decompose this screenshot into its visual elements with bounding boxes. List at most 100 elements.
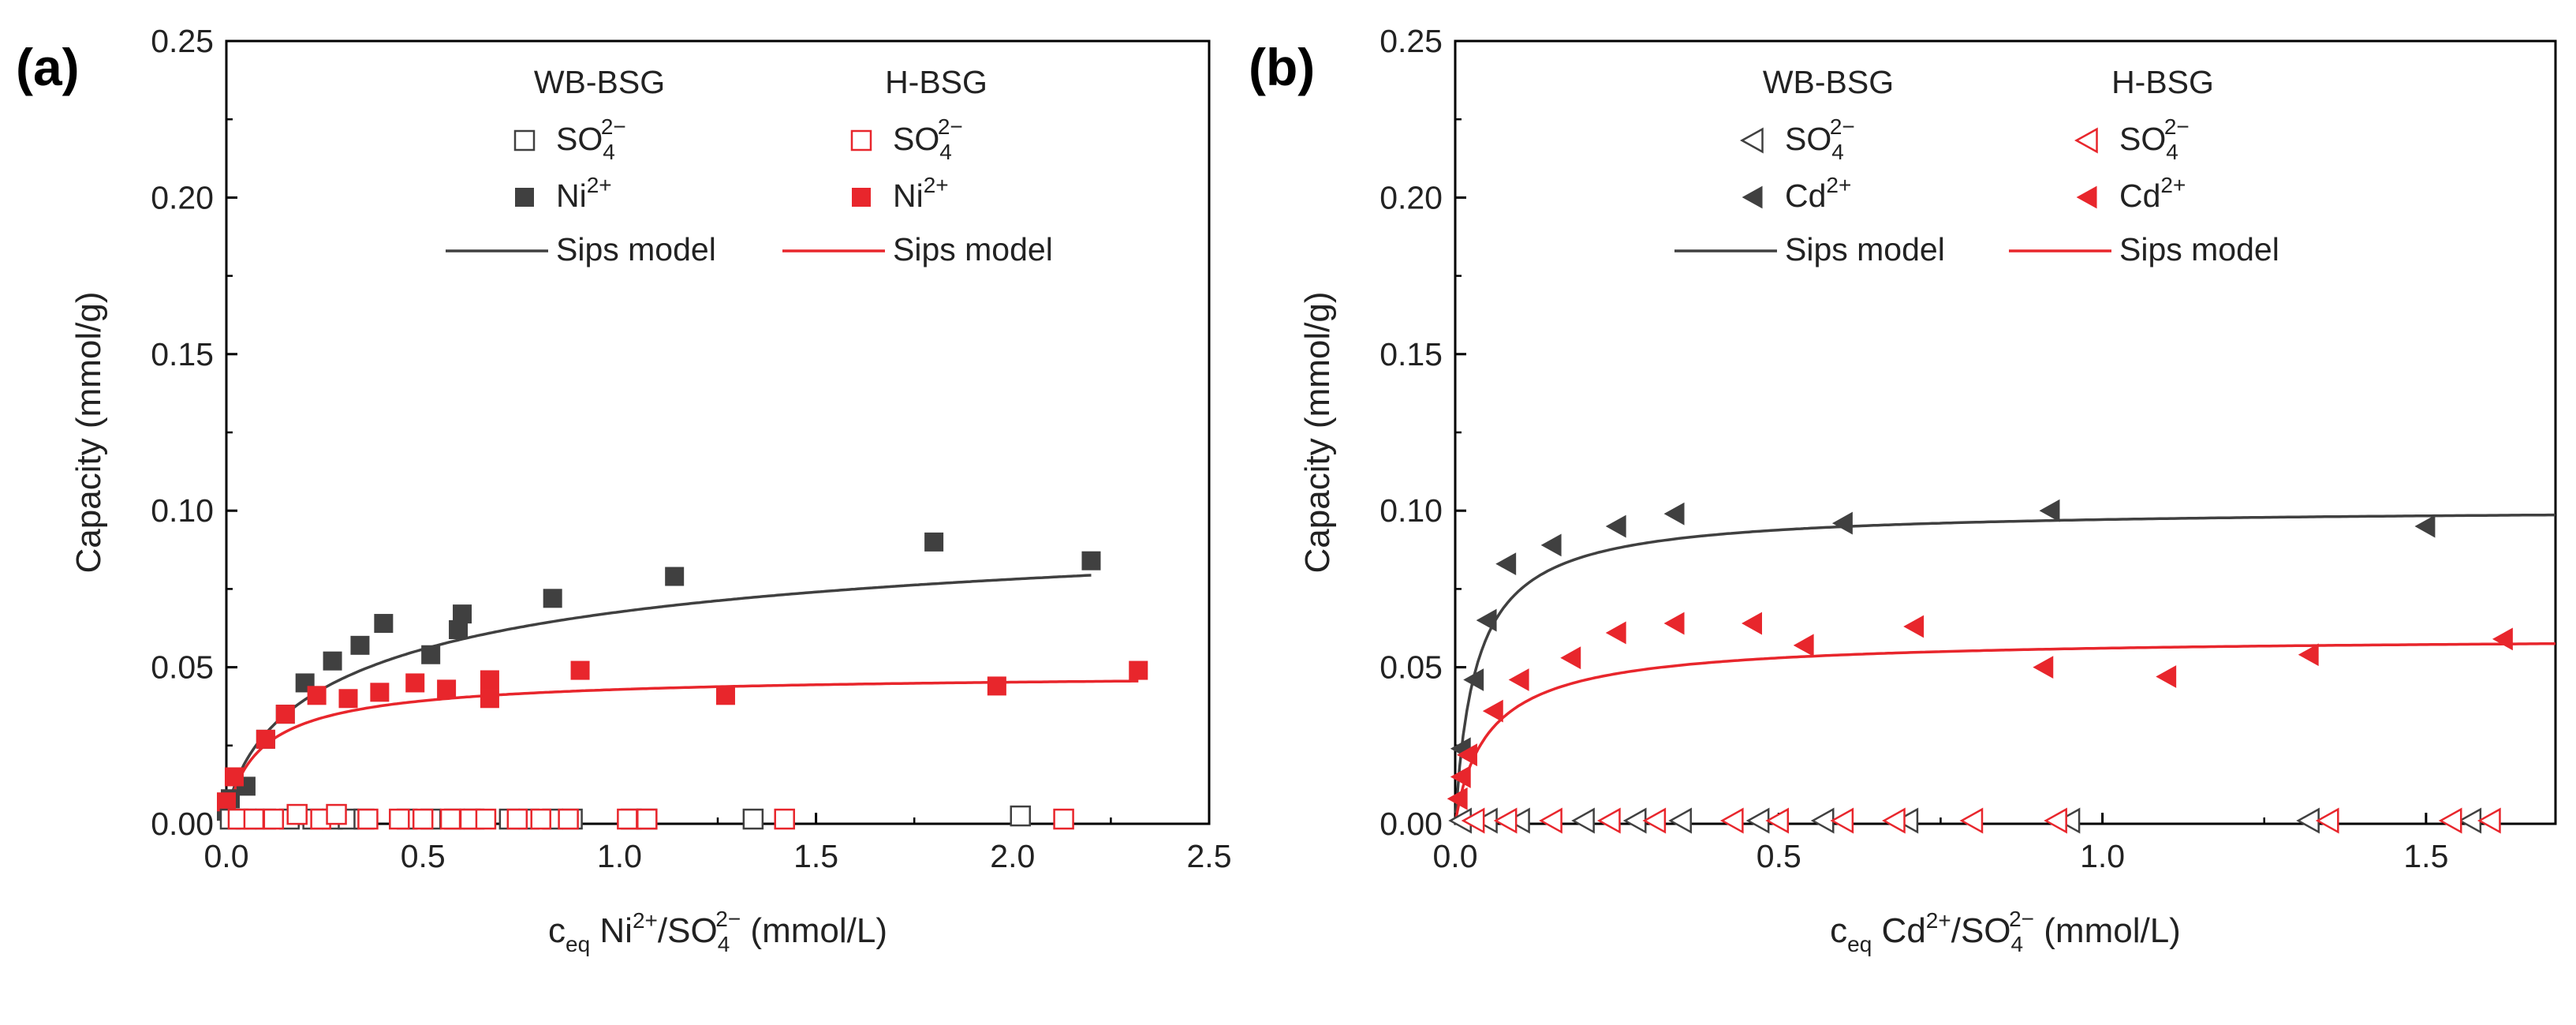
data-point [558, 808, 579, 830]
data-point [256, 729, 275, 749]
data-point [2414, 514, 2436, 538]
data-point [1129, 660, 1148, 680]
legend-marker-cation [1742, 185, 1763, 209]
legend-anion-sub: 4 [603, 140, 615, 164]
legend-marker-anion [1740, 127, 1764, 154]
y-tick-label: 0.15 [1379, 336, 1443, 372]
data-point [370, 683, 390, 702]
sips-fit-line [1454, 642, 2556, 820]
data-point [2492, 627, 2513, 651]
data-point [1745, 807, 1770, 834]
data-point [1742, 612, 1762, 635]
data-point [715, 686, 735, 705]
data-point [1596, 807, 1621, 834]
legend-label-cation: Cd2+ [2119, 173, 2186, 214]
data-point [1830, 807, 1854, 834]
data-point [1447, 787, 1468, 810]
sips-fit-line [225, 679, 1139, 821]
series-wb-bsg-cd2- [1450, 499, 2436, 761]
data-point [2315, 807, 2339, 834]
data-point [1663, 502, 1685, 526]
x-axis-title-part: c [548, 911, 566, 950]
data-point [543, 589, 562, 608]
x-axis-title-sub: eq [566, 932, 590, 956]
data-point [224, 767, 244, 787]
y-tick-label: 0.05 [151, 649, 214, 686]
legend-label-cation: Cd2+ [1785, 173, 1851, 214]
x-tick-label: 1.5 [2403, 838, 2448, 874]
data-point [2156, 665, 2177, 688]
legend-label-model: Sips model [893, 231, 1053, 267]
data-point [1508, 668, 1529, 691]
data-point [480, 689, 499, 709]
data-point [1463, 668, 1484, 691]
x-axis-title-part: c [1830, 911, 1847, 950]
data-point [1831, 511, 1853, 535]
x-axis-title-sup: 2+ [633, 908, 658, 933]
data-point [617, 808, 638, 830]
data-point [1622, 807, 1647, 834]
data-point [350, 635, 370, 655]
data-point [570, 660, 590, 680]
legend-cation-base: Ni [556, 178, 587, 214]
data-point [2296, 807, 2320, 834]
data-point [286, 803, 308, 825]
legend-label-cation: Ni2+ [893, 173, 949, 214]
data-point [1506, 807, 1530, 834]
legend-label-anion: SO42− [556, 114, 626, 164]
x-tick-label: 1.0 [597, 838, 642, 874]
data-point [1895, 807, 1919, 834]
legend-marker-anion [513, 129, 536, 152]
legend-group-title: H-BSG [885, 64, 987, 100]
legend-label-cation: Ni2+ [556, 173, 612, 214]
data-point [774, 808, 795, 830]
data-point [1605, 621, 1626, 645]
x-axis-title: ceq Cd2+/SO42− (mmol/L) [1830, 907, 2181, 956]
legend-cation-sup: 2+ [587, 173, 612, 197]
x-tick-label: 1.5 [793, 838, 838, 874]
data-point [1495, 552, 1517, 576]
y-tick-label: 0.05 [1379, 649, 1443, 686]
data-point [263, 808, 285, 830]
x-axis-title-unit: (mmol/L) [741, 911, 887, 950]
x-tick-label: 0.5 [401, 838, 446, 874]
x-axis-title-sup: 2− [715, 907, 741, 931]
y-tick-label: 0.25 [1379, 23, 1443, 59]
x-axis-title: ceq Ni2+/SO42− (mmol/L) [548, 907, 887, 956]
legend-cation-sup: 2+ [924, 173, 949, 197]
x-axis-title-sub: 4 [2011, 932, 2024, 956]
legend-label-anion: SO42− [2119, 114, 2190, 164]
data-point [2438, 807, 2462, 834]
y-tick-label: 0.10 [151, 492, 214, 529]
legend-cation-sup: 2+ [2160, 173, 2186, 197]
data-point [2458, 807, 2482, 834]
data-point [1053, 808, 1074, 830]
panel-label: (b) [1249, 38, 1315, 96]
data-point [2056, 807, 2081, 834]
legend-anion-sup: 2− [1830, 114, 1855, 139]
chart-panel-b: (b) 0.00 0.05 0.10 0.15 0.20 0.25 0.0 0.5 1.0 1.5 C… [1249, 23, 2557, 956]
data-point [2044, 807, 2067, 834]
x-tick-label: 2.0 [990, 838, 1035, 874]
x-axis-title-sub: eq [1847, 932, 1872, 956]
data-point [637, 808, 658, 830]
legend-anion-sub: 4 [939, 140, 952, 164]
x-tick-label: 0.0 [1433, 838, 1478, 874]
data-point [1668, 807, 1692, 834]
data-point [326, 803, 347, 825]
data-point [1081, 551, 1101, 570]
data-point [243, 808, 265, 830]
series-wb-bsg-so4-2- [1448, 807, 2482, 834]
data-point [412, 808, 434, 830]
legend-marker-cation [2076, 185, 2097, 209]
y-tick-label: 0.00 [1379, 806, 1443, 842]
data-point [480, 670, 499, 690]
data-point [1765, 807, 1790, 834]
data-point [338, 689, 358, 709]
panel-label: (a) [16, 38, 80, 96]
data-point [1010, 805, 1032, 827]
series-h-bsg-so4-2- [227, 803, 1074, 830]
data-point [1476, 608, 1497, 632]
legend-marker-cation [515, 188, 534, 207]
